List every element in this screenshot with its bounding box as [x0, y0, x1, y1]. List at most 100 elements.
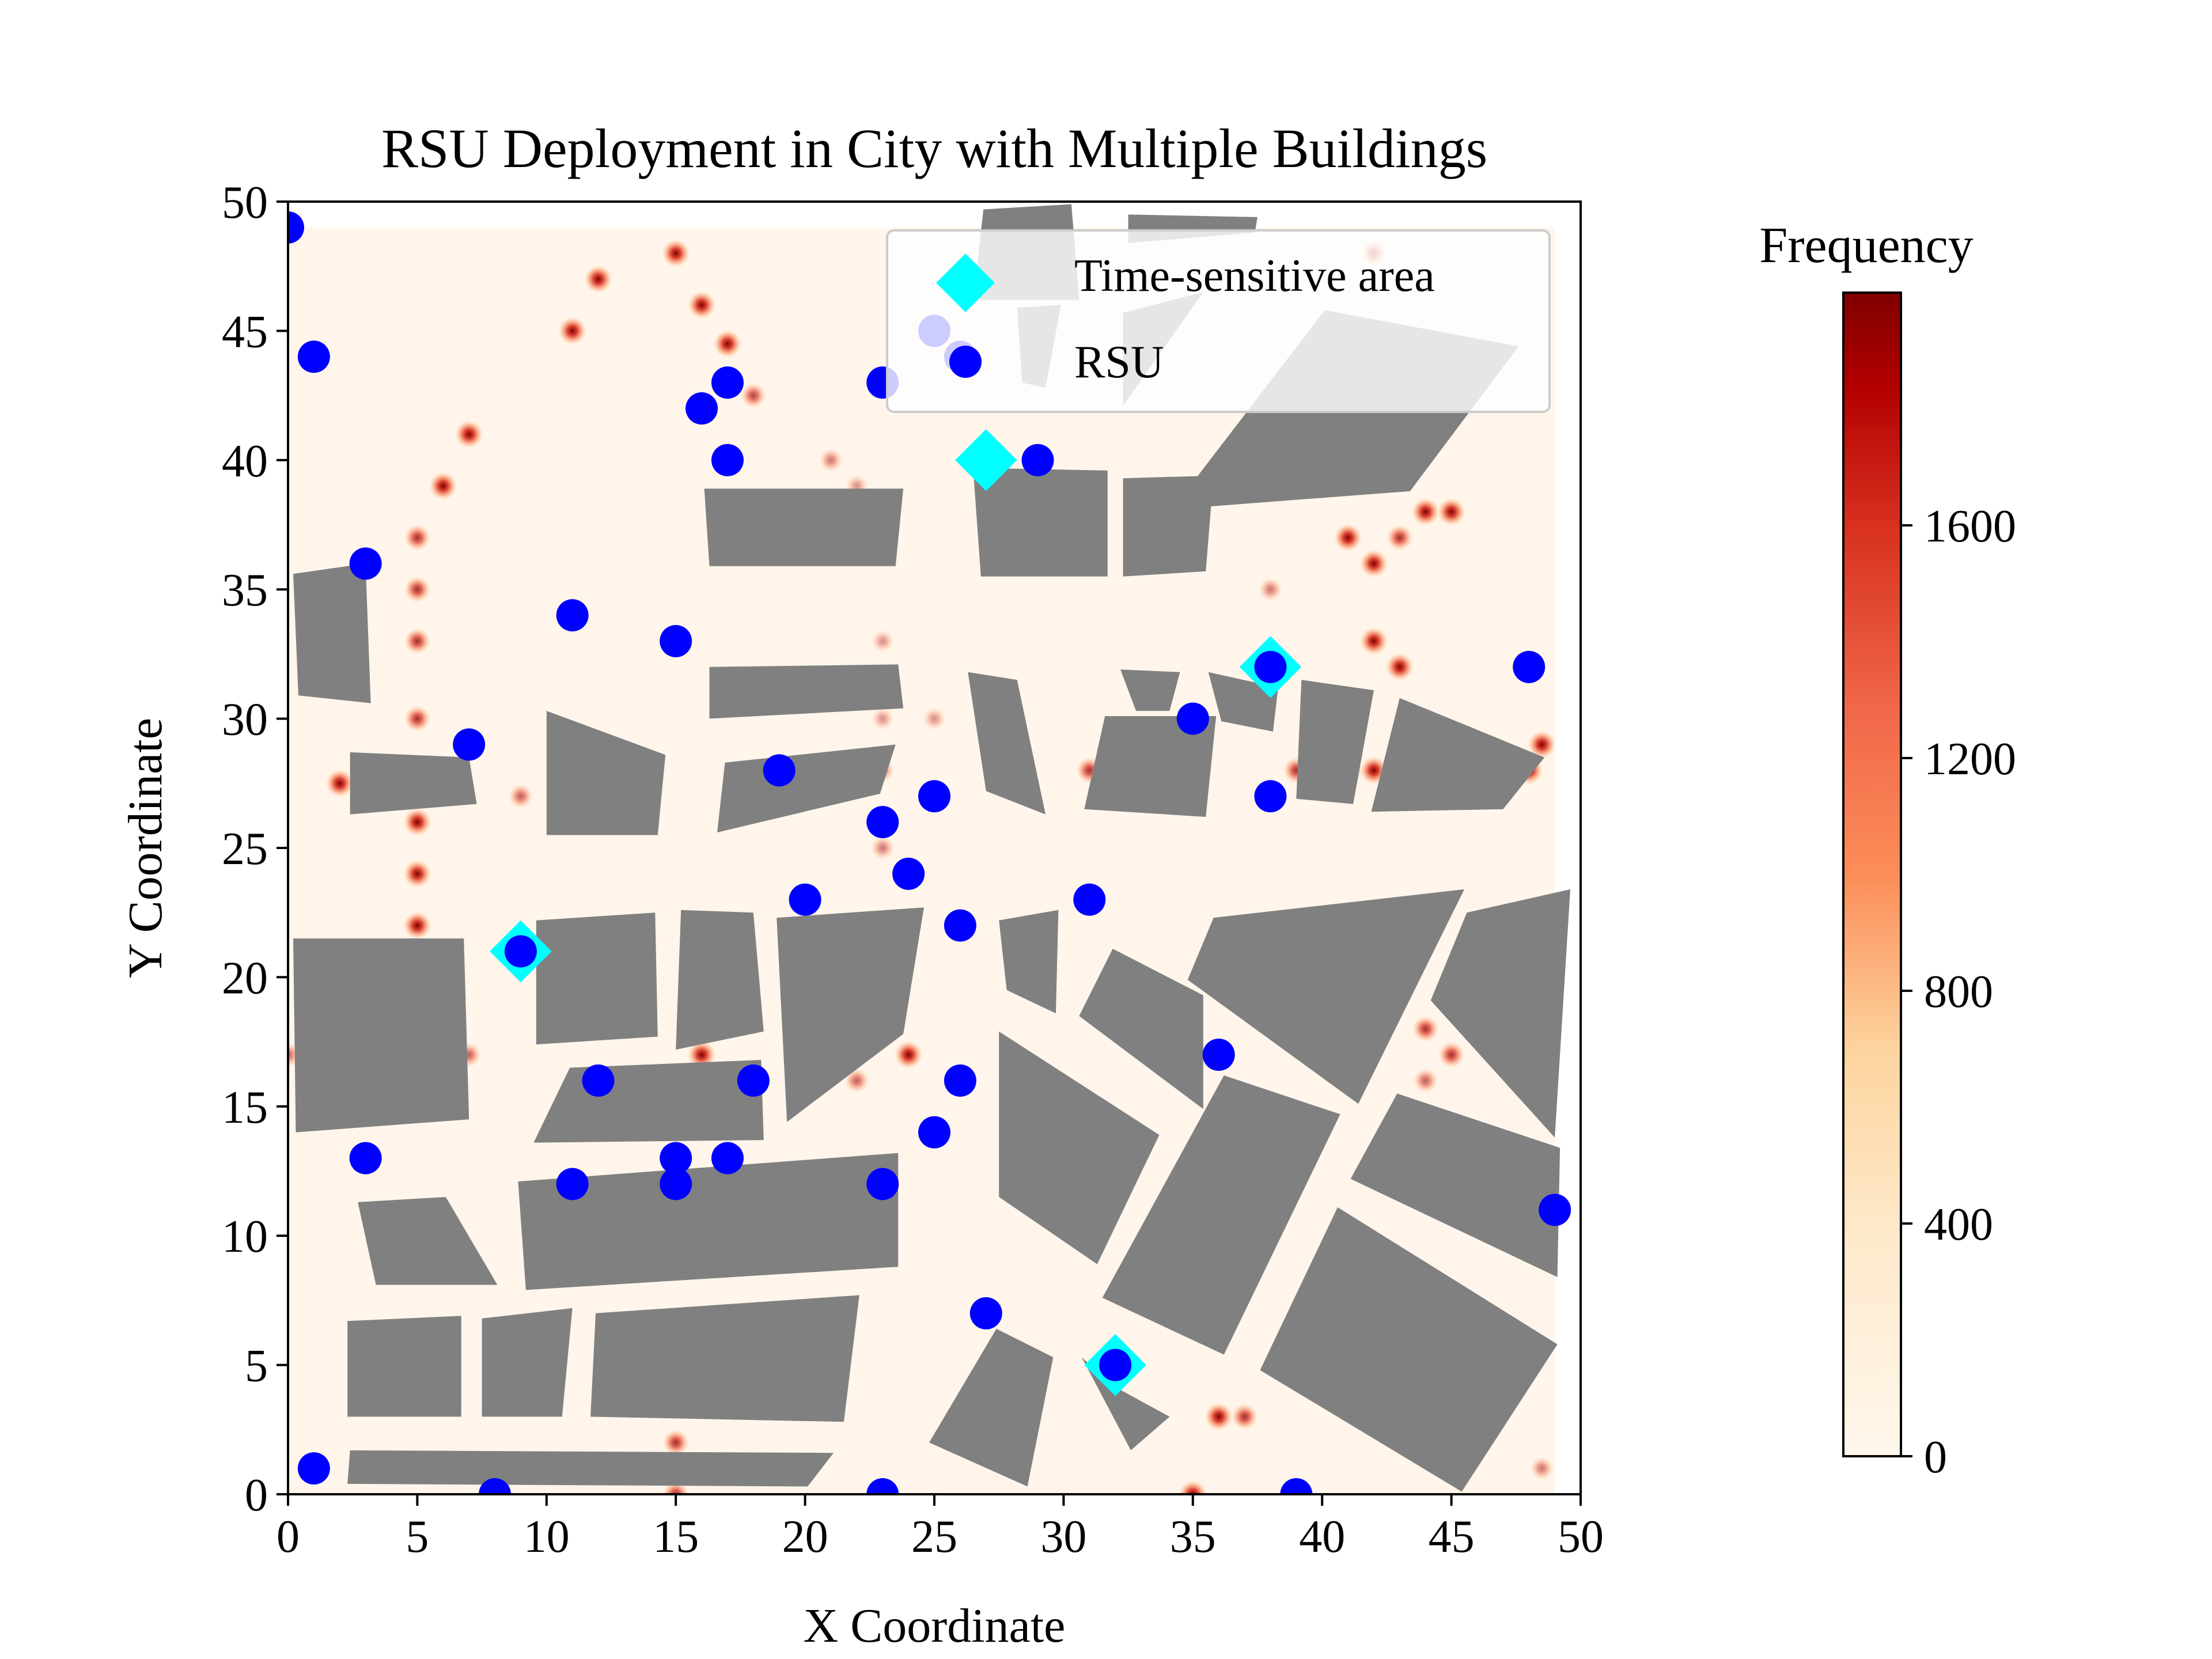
heat-hotspot — [397, 853, 438, 894]
rsu-point — [504, 935, 537, 968]
building-polygon — [350, 752, 477, 815]
rsu-point — [556, 599, 589, 632]
y-axis-label: Y Coordinate — [119, 718, 172, 978]
colorbar: Frequency 0 400 800 1200 1600 — [1759, 218, 2016, 1483]
legend-diamond-icon — [936, 253, 995, 312]
heat-hotspot — [888, 1035, 929, 1075]
chart-title: RSU Deployment in City with Multiple Bui… — [381, 118, 1487, 179]
building-polygon — [347, 1450, 834, 1487]
heat-hotspot — [398, 622, 437, 660]
x-tick-label: 30 — [1040, 1512, 1086, 1562]
rsu-point — [1176, 702, 1209, 735]
rsu-point — [1021, 444, 1054, 476]
heat-hotspot — [449, 414, 490, 454]
building-polygon — [777, 907, 924, 1122]
rsu-point — [944, 1064, 976, 1097]
rsu-point — [685, 392, 718, 425]
rsu-point — [1539, 1194, 1571, 1226]
legend-label-time-sensitive: Time-sensitive area — [1074, 251, 1435, 301]
legend-box — [886, 229, 1551, 413]
heat-hotspot — [397, 905, 438, 946]
building-polygon — [929, 1328, 1054, 1487]
x-tick-label: 0 — [276, 1512, 300, 1562]
rsu-point — [1202, 1039, 1235, 1071]
y-tick-label: 45 — [222, 306, 268, 357]
y-tick-label: 25 — [222, 824, 268, 874]
heat-hotspot — [1432, 1036, 1471, 1074]
building-polygon — [293, 938, 469, 1132]
legend-label-rsu: RSU — [1074, 337, 1164, 388]
heat-hotspot — [656, 233, 696, 274]
heat-hotspot — [918, 702, 951, 736]
building-polygon — [973, 468, 1108, 577]
building-polygon — [1260, 1207, 1558, 1492]
x-tick-label: 25 — [911, 1512, 957, 1562]
y-axis: 0 5 10 15 20 25 30 35 40 45 50 — [222, 177, 288, 1521]
rsu-point — [453, 728, 486, 761]
heat-hotspot — [398, 699, 437, 738]
building-polygon — [999, 910, 1059, 1014]
building-polygon — [536, 912, 658, 1045]
rsu-point — [866, 1478, 899, 1494]
colorbar-tick-label: 800 — [1924, 967, 1993, 1017]
rsu-point — [892, 857, 925, 890]
building-polygon — [717, 744, 896, 833]
rsu-point — [660, 1142, 692, 1175]
building-polygon — [1120, 669, 1180, 711]
legend-rsu-icon — [949, 346, 982, 378]
building-polygon — [347, 1316, 461, 1417]
rsu-point — [582, 1064, 615, 1097]
y-tick-label: 35 — [222, 565, 268, 616]
heat-hotspot — [1225, 1397, 1264, 1436]
rsu-point — [297, 340, 330, 373]
y-tick-label: 20 — [222, 953, 268, 1003]
heat-hotspot — [1525, 1451, 1559, 1486]
rsu-point — [789, 883, 821, 916]
rsu-point — [711, 1142, 744, 1175]
heat-hotspot — [1354, 621, 1394, 661]
x-tick-label: 5 — [406, 1512, 429, 1562]
y-tick-label: 5 — [245, 1341, 268, 1392]
colorbar-tick-label: 0 — [1924, 1432, 1947, 1483]
building-polygon — [676, 910, 764, 1050]
x-tick-label: 20 — [782, 1512, 828, 1562]
rsu-point — [711, 444, 744, 476]
rsu-point — [1280, 1478, 1313, 1494]
rsu-point — [969, 1297, 1002, 1330]
colorbar-gradient — [1842, 291, 1902, 1457]
rsu-point — [918, 780, 950, 813]
colorbar-tick-label: 400 — [1924, 1199, 1993, 1250]
y-tick-label: 0 — [245, 1470, 268, 1521]
rsu-point — [349, 1142, 382, 1175]
colorbar-tick-label: 1600 — [1924, 501, 2016, 552]
rsu-point — [866, 1168, 899, 1200]
rsu-point — [297, 1452, 330, 1485]
rsu-point — [866, 806, 899, 839]
building-polygon — [1296, 680, 1374, 804]
heat-hotspot — [865, 831, 900, 865]
rsu-point — [918, 1116, 950, 1149]
building-polygon — [704, 488, 904, 566]
building-polygon — [1350, 1093, 1560, 1277]
rsu-point — [556, 1168, 589, 1200]
rsu-point — [288, 211, 304, 244]
heat-hotspot — [866, 624, 899, 658]
heat-hotspot — [319, 763, 360, 804]
x-tick-label: 10 — [524, 1512, 570, 1562]
rsu-point — [737, 1064, 770, 1097]
building-polygon — [590, 1295, 859, 1422]
rsu-point — [763, 754, 796, 787]
x-tick-label: 50 — [1558, 1512, 1604, 1562]
building-polygon — [968, 672, 1046, 815]
heat-hotspot — [397, 802, 438, 843]
heat-hotspot — [1379, 646, 1420, 687]
building-polygon — [1430, 889, 1570, 1138]
x-tick-label: 40 — [1299, 1512, 1345, 1562]
building-polygon — [1079, 949, 1203, 1109]
y-tick-label: 30 — [222, 695, 268, 745]
heat-hotspot — [503, 778, 539, 814]
building-polygon — [1084, 716, 1217, 817]
building-polygon — [999, 1031, 1160, 1264]
building-polygon — [533, 1060, 764, 1143]
building-polygon — [482, 1308, 573, 1417]
